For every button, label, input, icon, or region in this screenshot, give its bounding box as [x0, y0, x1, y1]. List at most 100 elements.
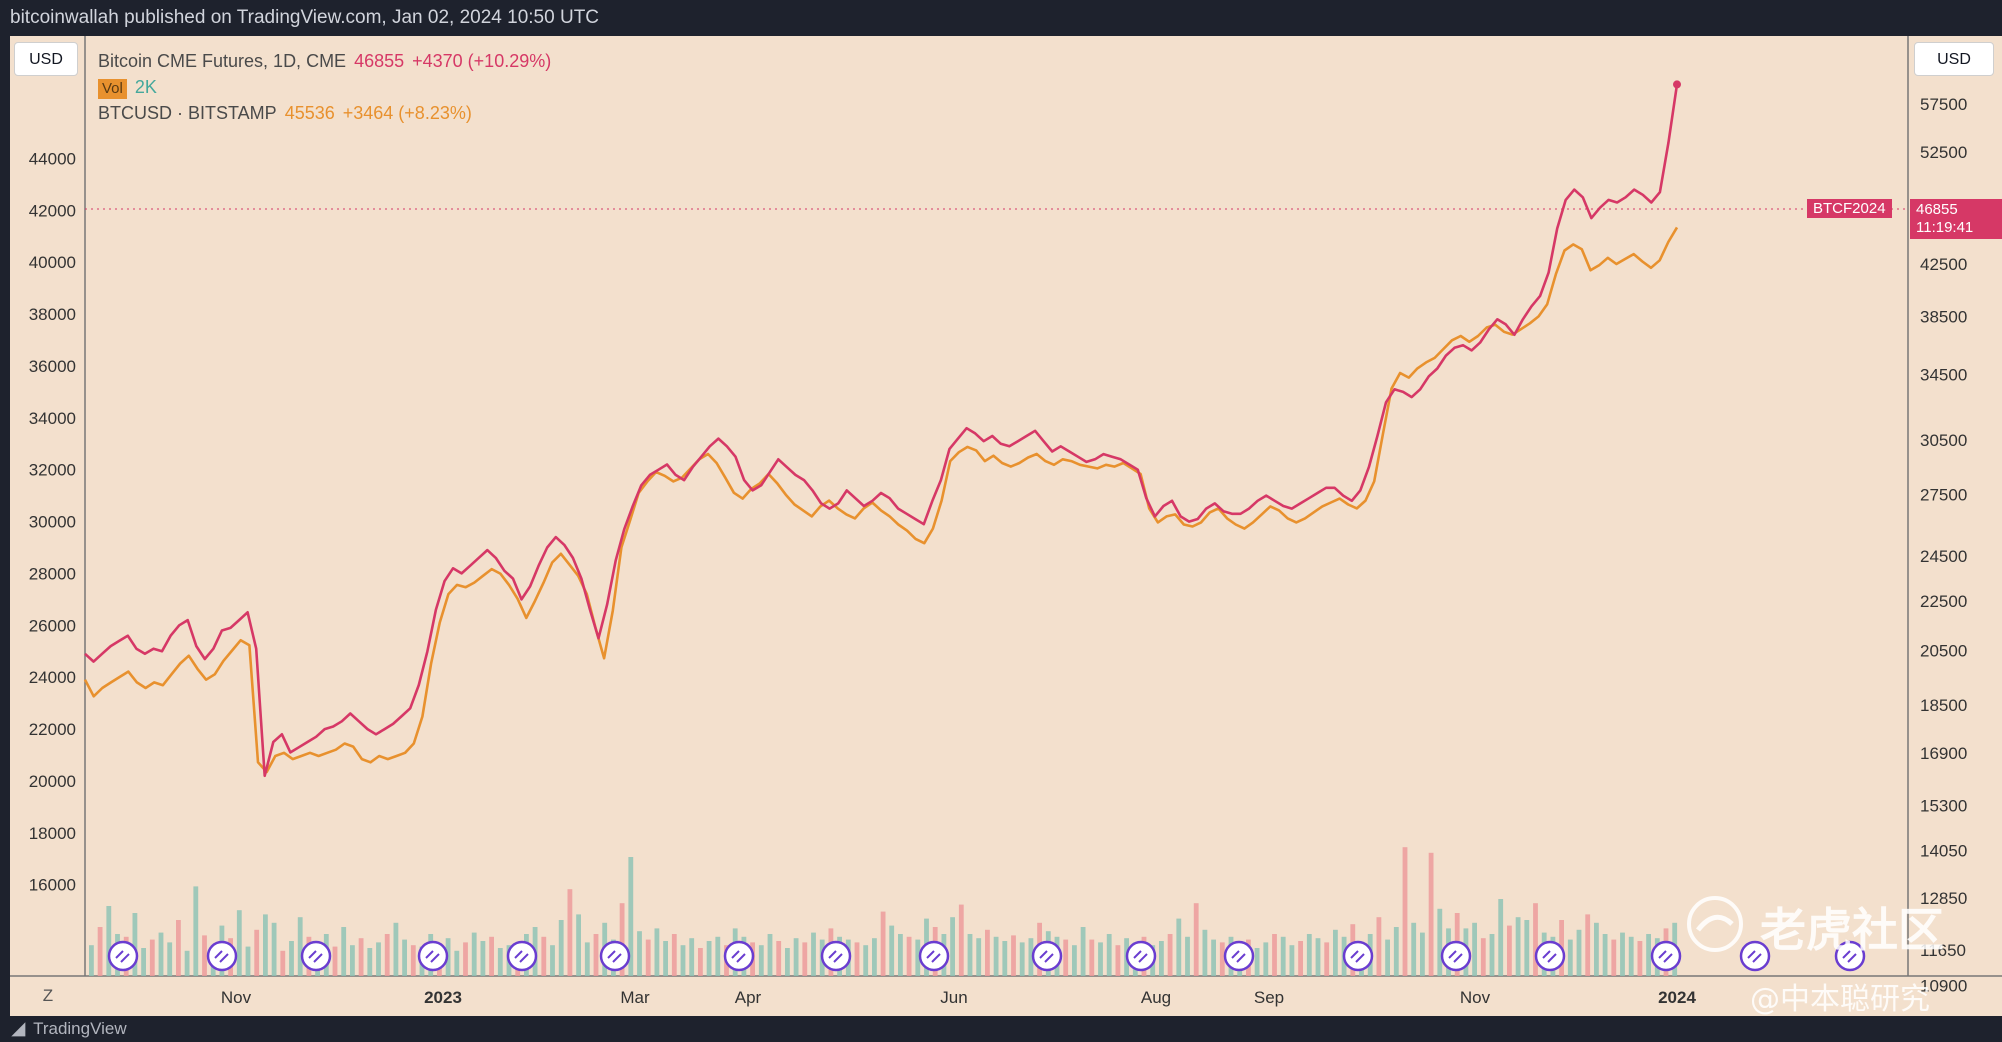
- volume-bar: [1202, 929, 1208, 976]
- left-axis-tick-label: 38000: [29, 305, 76, 324]
- volume-bar: [1219, 942, 1225, 976]
- time-axis-tick-label: Nov: [1460, 988, 1491, 1007]
- left-axis-tick-label: 36000: [29, 357, 76, 376]
- right-axis-tick-label: 11650: [1920, 941, 1966, 960]
- right-axis-tick-label: 16900: [1920, 744, 1967, 763]
- volume-bar: [176, 920, 181, 976]
- volume-bar: [1115, 945, 1121, 976]
- volume-bar: [271, 922, 277, 976]
- volume-bar: [1585, 914, 1591, 976]
- right-axis-tick-label: 20500: [1920, 642, 1967, 661]
- legend-row-volume[interactable]: Vol 2K: [98, 74, 551, 100]
- time-axis-tick-label: Mar: [620, 988, 650, 1007]
- volume-bar: [1019, 942, 1025, 976]
- right-axis-tick-label: 18500: [1920, 696, 1967, 715]
- event-marker-icon: [1031, 940, 1063, 972]
- volume-bar: [1193, 903, 1199, 976]
- volume-bar: [637, 931, 642, 976]
- volume-bar: [898, 934, 903, 976]
- tiger-logo-icon: [1680, 894, 1770, 954]
- event-marker-icon: [1739, 940, 1771, 972]
- legend-row-bitstamp[interactable]: BTCUSD · BITSTAMP 45536 +3464 (+8.23%): [98, 100, 551, 126]
- left-axis-tick-label: 32000: [29, 461, 76, 480]
- legend-last-bitstamp: 45536: [284, 103, 335, 123]
- volume-bar: [967, 934, 973, 976]
- series-line-bitstamp: [83, 226, 1679, 774]
- legend-change-bitstamp: +3464 (+8.23%): [342, 103, 472, 123]
- right-axis-tick-label: 38500: [1920, 307, 1967, 326]
- plot-background: [10, 36, 1910, 1016]
- volume-bar: [245, 946, 251, 976]
- legend-name-cme: Bitcoin CME Futures, 1D, CME: [98, 51, 347, 71]
- volume-bar: [880, 911, 886, 976]
- volume-bar: [1159, 941, 1164, 976]
- right-axis-tick-label: 10900: [1920, 976, 1967, 995]
- watermark-subtitle: @中本聪研究: [1750, 982, 1930, 1017]
- volume-bar: [567, 889, 573, 976]
- event-marker-icon: [1440, 940, 1472, 972]
- volume-bar: [1611, 939, 1617, 976]
- volume-bar: [671, 934, 677, 976]
- volume-bar: [1333, 929, 1338, 976]
- legend-volume-value: 2K: [134, 77, 157, 97]
- right-axis-tick-label: 12850: [1920, 889, 1967, 908]
- right-axis-tick-label: 52500: [1920, 143, 1967, 162]
- left-axis-tick-label: 20000: [29, 772, 76, 791]
- left-axis-tick-label: 24000: [29, 668, 76, 687]
- right-axis-ticks: 57500 52500 42500 38500 34500 30500 27500 24500…: [1920, 95, 1967, 995]
- volume-bar: [1315, 938, 1321, 976]
- left-currency-button[interactable]: USD: [14, 42, 78, 76]
- price-flag-countdown: 11:19:41: [1916, 219, 1974, 236]
- event-marker-icon: [1834, 940, 1866, 972]
- volume-bar: [1280, 936, 1286, 976]
- zoom-button[interactable]: Z: [42, 986, 54, 1005]
- chart-area[interactable]: 44000 42000 40000 38000 36000 34000 32000 30000…: [0, 36, 2002, 1016]
- volume-bar: [454, 950, 460, 976]
- time-axis-tick-label: Apr: [735, 988, 762, 1007]
- right-axis-tick-label: 34500: [1920, 366, 1967, 385]
- event-marker-icon: [1650, 940, 1682, 972]
- legend-volume-label: Vol: [98, 79, 127, 99]
- volume-bar: [663, 941, 668, 976]
- volume-bar: [471, 932, 477, 976]
- legend-row-cme[interactable]: Bitcoin CME Futures, 1D, CME 46855 +4370 (…: [98, 48, 551, 74]
- left-axis-tick-label: 26000: [29, 616, 76, 635]
- volume-bar: [350, 945, 355, 976]
- volume-bar: [332, 946, 338, 976]
- left-axis-tick-label: 18000: [29, 824, 76, 843]
- volume-bar: [1533, 903, 1538, 976]
- volume-bar: [1393, 927, 1399, 976]
- price-flag: 46855 11:19:41: [1910, 199, 2002, 239]
- volume-bar: [1428, 852, 1434, 976]
- volume-bar: [993, 936, 999, 976]
- volume-bar: [280, 950, 286, 976]
- right-currency-button[interactable]: USD: [1914, 42, 1994, 76]
- event-marker-icon: [1223, 940, 1255, 972]
- event-marker-icon: [506, 940, 538, 972]
- volume-bar: [1515, 917, 1521, 976]
- volume-bar: [1472, 922, 1477, 976]
- right-axis-tick-label: 14050: [1920, 842, 1967, 861]
- volume-bar: [758, 945, 764, 976]
- volume-bar: [1063, 939, 1069, 976]
- left-axis-tick-label: 34000: [29, 409, 76, 428]
- event-marker-icon: [417, 940, 449, 972]
- volume-bar: [384, 934, 390, 976]
- volume-bar: [1298, 941, 1303, 976]
- volume-bar: [1567, 939, 1573, 976]
- volume-bar: [297, 917, 303, 976]
- volume-bar: [106, 906, 112, 976]
- volume-bar: [254, 929, 260, 976]
- series-line-cme: [84, 84, 1679, 778]
- volume-bar: [1480, 938, 1486, 976]
- last-price-dot: [1673, 80, 1681, 89]
- left-axis-tick-label: 30000: [29, 513, 76, 532]
- volume-bar: [1211, 939, 1216, 976]
- event-marker-icon: [107, 940, 139, 972]
- volume-bar: [1306, 934, 1312, 976]
- volume-bar: [202, 935, 207, 976]
- volume-bar: [1080, 927, 1086, 976]
- volume-bar: [1620, 932, 1625, 976]
- volume-bar: [480, 941, 486, 976]
- volume-bar: [576, 914, 581, 976]
